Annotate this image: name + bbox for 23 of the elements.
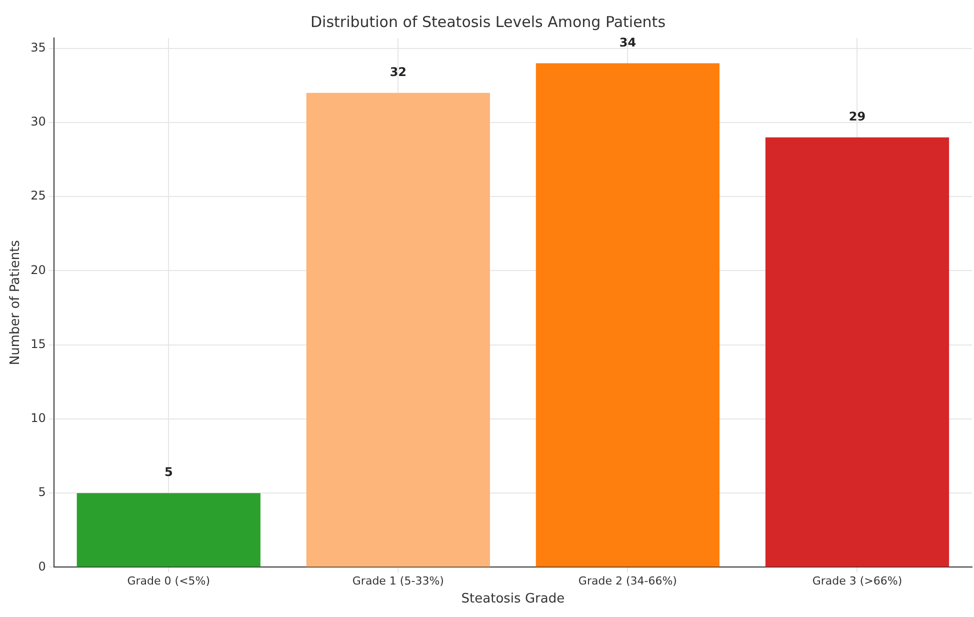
y-tick-label: 20 (30, 262, 46, 277)
x-tick-label: Grade 3 (>66%) (812, 574, 902, 588)
x-tick-label: Grade 2 (34-66%) (578, 574, 677, 588)
x-axis-title: Steatosis Grade (461, 592, 565, 607)
x-tick-label: Grade 1 (5-33%) (352, 574, 444, 588)
y-axis-title: Number of Patients (8, 240, 24, 366)
y-tick-label: 15 (30, 336, 46, 351)
x-tick-label: Grade 0 (<5%) (127, 574, 210, 588)
y-tick-label: 0 (38, 559, 46, 574)
y-tick-label: 5 (38, 485, 46, 500)
data-label: 5 (164, 465, 173, 480)
y-tick-label: 35 (30, 40, 46, 54)
bar (765, 137, 950, 567)
bar (536, 63, 720, 567)
data-label: 29 (848, 109, 866, 124)
data-label: 32 (390, 64, 407, 79)
bar (306, 92, 490, 567)
bar (76, 493, 260, 567)
y-tick-label: 10 (30, 411, 46, 426)
y-tick-label: 30 (30, 114, 46, 129)
y-tick-label: 25 (30, 188, 46, 203)
data-label: 34 (619, 35, 636, 50)
chart-title: Distribution of Steatosis Levels Among Patients (310, 12, 666, 31)
